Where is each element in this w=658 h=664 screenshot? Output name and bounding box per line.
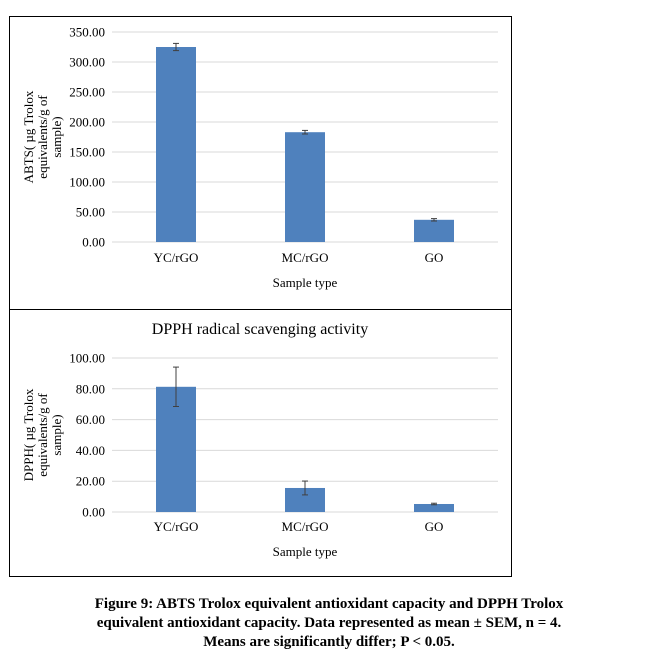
y-tick-label: 300.00 (69, 55, 105, 70)
y-tick-label: 100.00 (69, 175, 105, 190)
x-tick-label: YC/rGO (154, 250, 199, 265)
y-tick-label: 50.00 (76, 205, 105, 220)
y-axis-label: sample) (49, 414, 64, 455)
y-tick-label: 250.00 (69, 85, 105, 100)
chart-title: DPPH radical scavenging activity (152, 321, 368, 338)
figure-caption: Figure 9: ABTS Trolox equivalent antioxi… (0, 595, 658, 652)
bar (414, 219, 454, 242)
y-tick-label: 150.00 (69, 145, 105, 160)
x-tick-label: GO (425, 519, 444, 534)
caption-line: equivalent antioxidant capacity. Data re… (96, 615, 562, 631)
caption-line: Figure 9: ABTS Trolox equivalent antioxi… (94, 596, 564, 612)
bar (285, 132, 325, 242)
y-tick-label: 0.00 (82, 235, 105, 250)
x-tick-label: MC/rGO (282, 250, 329, 265)
x-axis-label: Sample type (273, 275, 338, 290)
x-tick-label: MC/rGO (282, 519, 329, 534)
y-tick-label: 100.00 (69, 351, 105, 366)
bar (156, 386, 196, 512)
figure-frame (9, 16, 512, 577)
x-tick-label: GO (425, 250, 444, 265)
y-tick-label: 80.00 (76, 381, 105, 396)
y-tick-label: 350.00 (69, 25, 105, 40)
y-axis-label: equivalents/g of (35, 393, 50, 477)
x-axis-label: Sample type (273, 544, 338, 559)
y-axis-label: ABTS( µg Trolox (21, 90, 36, 183)
y-tick-label: 20.00 (76, 474, 105, 489)
y-axis-label: equivalents/g of (35, 95, 50, 179)
y-tick-label: 200.00 (69, 115, 105, 130)
y-axis-label: sample) (49, 116, 64, 157)
bar (414, 503, 454, 512)
y-axis-label: DPPH( µg Trolox (21, 388, 36, 481)
bar (156, 47, 196, 242)
y-tick-label: 0.00 (82, 505, 105, 520)
charts-svg: 0.00 50.00 100.00 150.00 200.00 250.00 300.00 3… (21, 25, 498, 559)
panel-divider (9, 309, 512, 310)
y-tick-label: 60.00 (76, 412, 105, 427)
caption-line: Means are significantly differ; P < 0.05… (203, 634, 455, 650)
x-tick-label: YC/rGO (154, 519, 199, 534)
y-tick-label: 40.00 (76, 443, 105, 458)
